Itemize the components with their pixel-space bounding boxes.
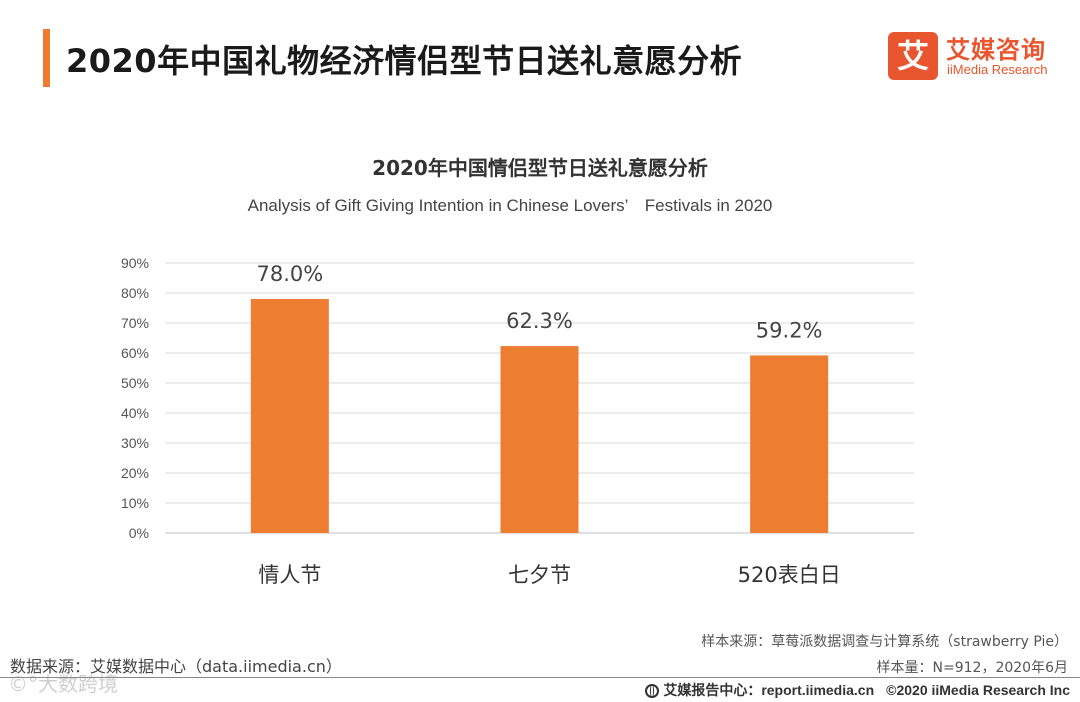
brand-logo: 艾 艾媒咨询 iiMedia Research: [888, 32, 1064, 82]
data-label: 78.0%: [256, 262, 323, 286]
logo-name-en: iiMedia Research: [947, 62, 1048, 77]
y-tick-label: 70%: [121, 315, 149, 331]
y-tick-label: 20%: [121, 465, 149, 481]
watermark: ©°大数跨境: [8, 672, 118, 696]
x-tick-label: 520表白日: [738, 563, 841, 587]
y-tick-label: 30%: [121, 435, 149, 451]
report-center-link[interactable]: 艾媒报告中心：report.iimedia.cn: [663, 682, 875, 698]
footer-divider: [0, 677, 1080, 678]
footer: 艾媒报告中心：report.iimedia.cn ©2020 iiMedia Re…: [645, 680, 1070, 700]
y-tick-label: 50%: [121, 375, 149, 391]
data-label: 59.2%: [756, 318, 823, 342]
y-tick-label: 80%: [121, 285, 149, 301]
bar: [750, 355, 829, 533]
data-source-note: 数据来源：艾媒数据中心（data.iimedia.cn）: [10, 657, 342, 676]
y-tick-label: 60%: [121, 345, 149, 361]
x-tick-label: 情人节: [258, 563, 321, 587]
bar: [250, 299, 329, 533]
data-label: 62.3%: [506, 309, 573, 333]
logo-mark-icon: 艾: [888, 32, 938, 80]
y-tick-label: 90%: [121, 255, 149, 271]
logo-name-cn: 艾媒咨询: [946, 36, 1046, 64]
y-tick-label: 40%: [121, 405, 149, 421]
page-title: 2020年中国礼物经济情侣型节日送礼意愿分析: [66, 42, 743, 80]
sample-size-note: 样本量：N=912，2020年6月: [876, 660, 1068, 676]
globe-icon: [645, 684, 660, 698]
y-tick-label: 10%: [121, 495, 149, 511]
bar: [500, 346, 579, 533]
sample-source-note: 样本来源：草莓派数据调查与计算系统（strawberry Pie）: [701, 634, 1068, 650]
x-tick-label: 七夕节: [508, 563, 571, 587]
chart-subtitle: Analysis of Gift Giving Intention in Chi…: [247, 196, 773, 215]
title-accent-bar: [43, 29, 50, 87]
chart-title: 2020年中国情侣型节日送礼意愿分析: [372, 156, 708, 180]
copyright-text: ©2020 iiMedia Research Inc: [886, 682, 1070, 698]
y-tick-label: 0%: [129, 525, 149, 541]
